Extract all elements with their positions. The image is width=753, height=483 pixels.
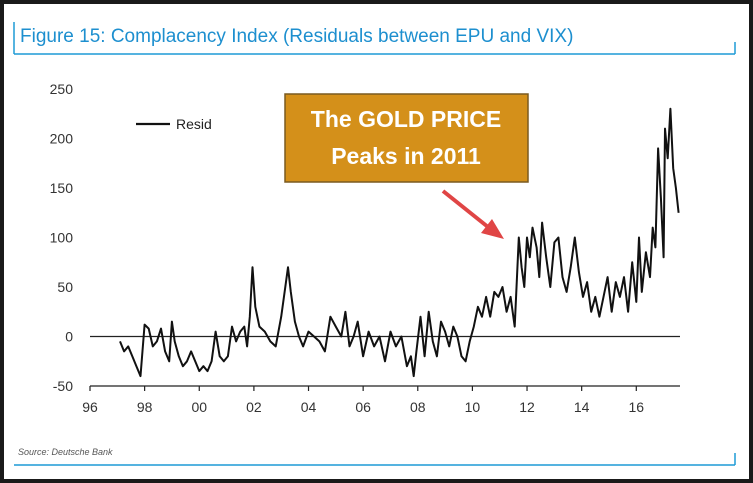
callout-arrow [441, 189, 504, 239]
x-tick-label: 12 [519, 399, 535, 415]
x-axis-ticks: 96 98 00 02 04 06 08 10 12 14 16 [82, 386, 644, 415]
y-tick-label: 0 [65, 329, 73, 345]
x-tick-label: 96 [82, 399, 98, 415]
x-tick-label: 10 [465, 399, 481, 415]
plot-area: 250 200 150 100 50 0 -50 96 98 00 02 04 06 08 10 12 14 1… [50, 81, 680, 415]
x-tick-label: 00 [191, 399, 207, 415]
callout-line-1: The GOLD PRICE [311, 106, 501, 132]
x-tick-label: 14 [574, 399, 590, 415]
callout: The GOLD PRICE Peaks in 2011 [284, 93, 529, 183]
y-tick-label: 150 [50, 180, 74, 196]
y-tick-label: 200 [50, 131, 74, 147]
x-tick-label: 06 [355, 399, 371, 415]
figure-title: Figure 15: Complacency Index (Residuals … [20, 26, 573, 47]
callout-box [284, 93, 529, 183]
arrow-shaft [441, 189, 490, 229]
y-tick-label: -50 [53, 378, 73, 394]
x-tick-label: 04 [301, 399, 317, 415]
legend-label: Resid [176, 116, 212, 132]
x-tick-label: 98 [137, 399, 153, 415]
callout-line-2: Peaks in 2011 [331, 143, 481, 169]
x-tick-label: 16 [629, 399, 645, 415]
arrow-head-icon [481, 219, 504, 239]
x-tick-label: 02 [246, 399, 262, 415]
y-axis-ticks: 250 200 150 100 50 0 -50 [50, 81, 74, 394]
source-note: Source: Deutsche Bank [18, 447, 113, 457]
x-tick-label: 08 [410, 399, 426, 415]
legend: Resid [136, 116, 212, 132]
series-line-resid [119, 107, 680, 378]
y-tick-label: 50 [57, 279, 73, 295]
y-tick-label: 100 [50, 230, 74, 246]
y-tick-label: 250 [50, 81, 74, 97]
